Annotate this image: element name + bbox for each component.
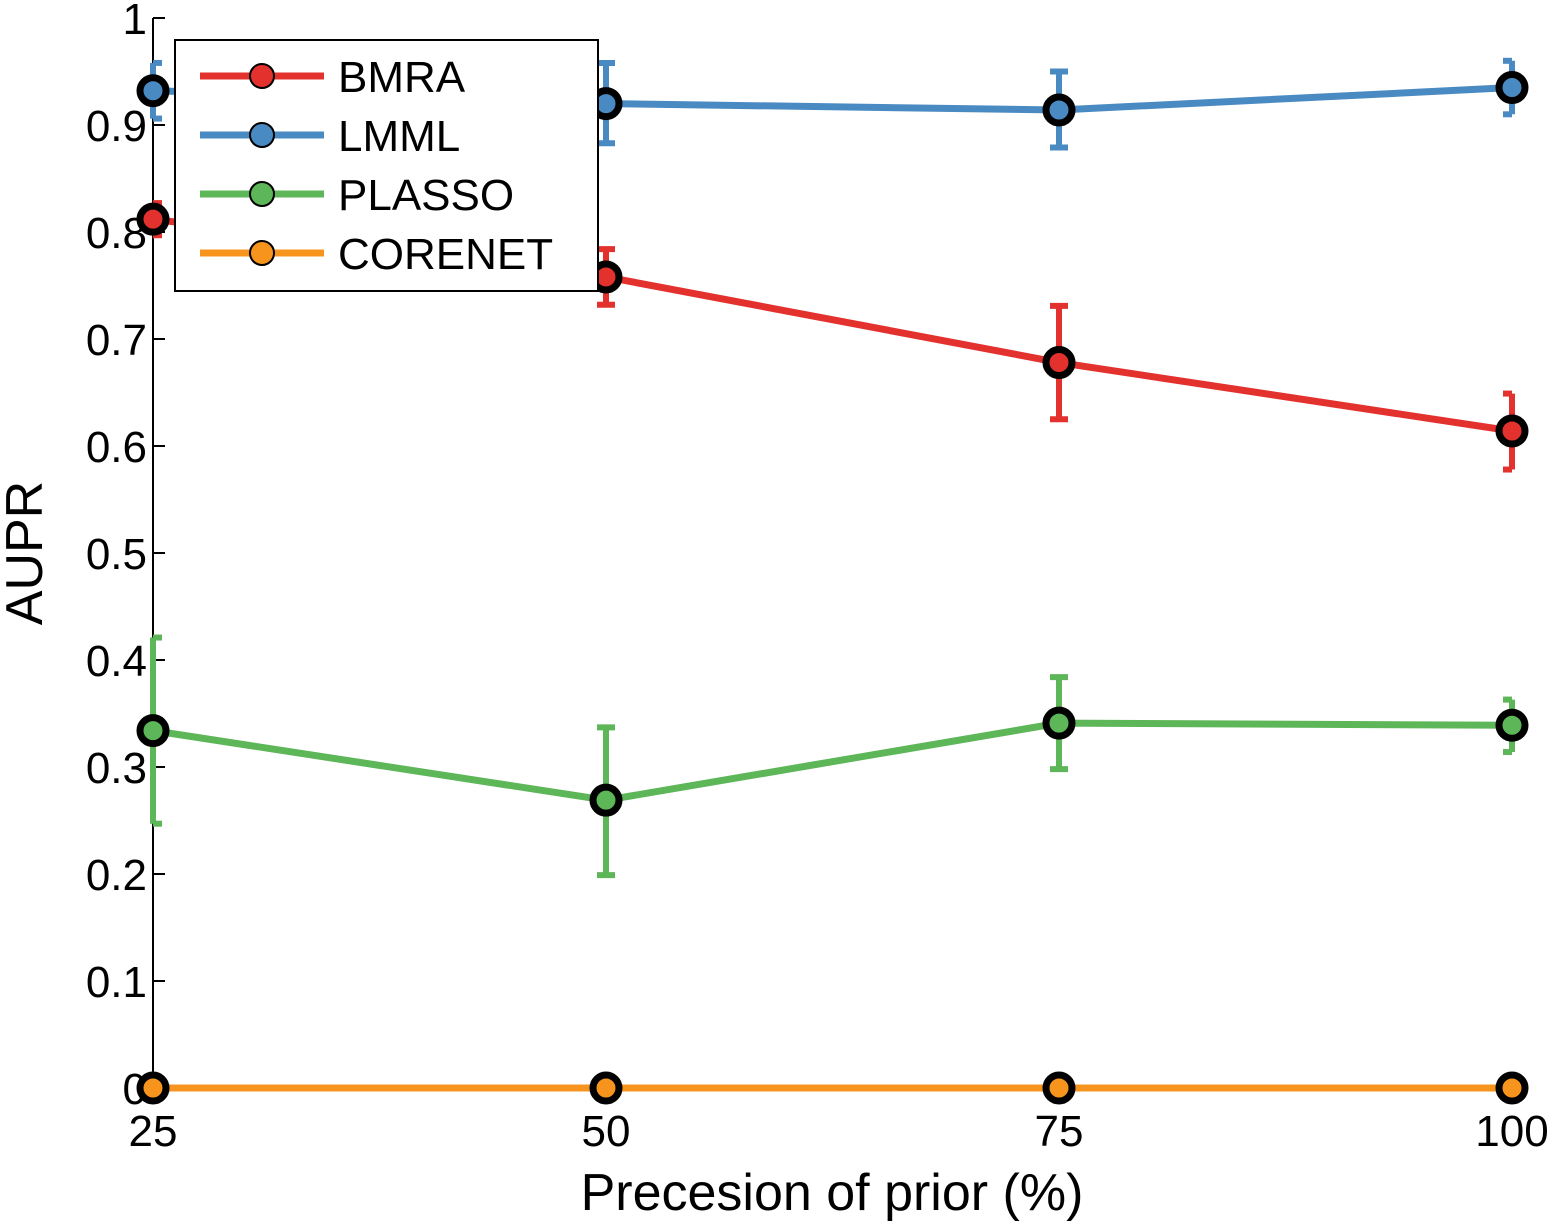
x-tick-label: 75 [1035,1107,1084,1156]
x-tick-label: 25 [129,1107,178,1156]
point-corenet [589,1071,623,1105]
legend-marker-bmra [249,63,275,89]
y-tick-label: 0.3 [86,744,147,793]
y-tick-label: 1 [123,0,147,44]
series-plasso [136,634,1529,879]
x-tick-label: 100 [1475,1107,1548,1156]
point-corenet [136,1071,170,1105]
point-plasso [136,714,170,748]
y-tick-label: 0.9 [86,102,147,151]
x-tick-label: 50 [582,1107,631,1156]
y-tick-label: 0.5 [86,530,147,579]
legend-marker-plasso [249,181,275,207]
y-tick-label: 0.7 [86,316,147,365]
line-plasso [152,719,1513,804]
point-corenet [1495,1071,1529,1105]
legend: BMRA LMML PLASSO CORENET [174,39,599,292]
legend-label-corenet: CORENET [338,230,553,279]
legend-label-lmml: LMML [338,112,460,161]
legend-marker-corenet [249,240,275,266]
point-lmml [1495,71,1529,105]
point-bmra [1042,346,1076,380]
y-axis-title: AUPR [0,481,54,625]
point-bmra [1495,414,1529,448]
point-corenet [1042,1071,1076,1105]
y-tick-label: 0.2 [86,851,147,900]
y-tick-label: 0.1 [86,958,147,1007]
legend-label-bmra: BMRA [338,53,466,102]
x-axis-title: Precesion of prior (%) [581,1164,1084,1222]
point-lmml [1042,93,1076,127]
point-plasso [1495,708,1529,742]
point-plasso [589,783,623,817]
legend-box [174,39,599,292]
series-corenet [136,1071,1529,1105]
point-bmra [136,202,170,236]
legend-label-plasso: PLASSO [338,171,514,220]
point-plasso [1042,706,1076,740]
legend-marker-lmml [249,122,275,148]
point-lmml [136,74,170,108]
y-tick-label: 0.6 [86,423,147,472]
y-tick-label: 0.4 [86,637,147,686]
